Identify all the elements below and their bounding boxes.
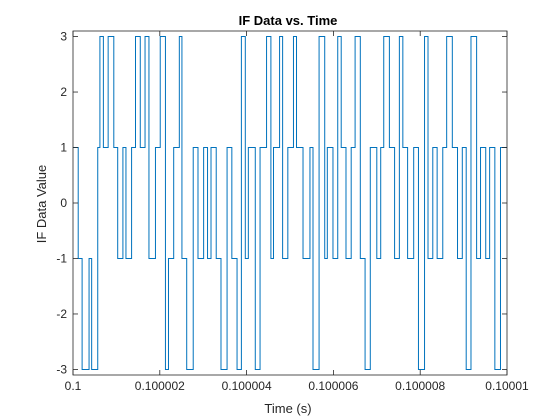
y-tick-label: 3 — [60, 30, 67, 44]
x-tick-label: 0.1 — [65, 379, 82, 393]
x-tick-label: 0.100006 — [308, 379, 358, 393]
y-tick-label: -3 — [56, 362, 67, 376]
y-tick-label: -2 — [56, 307, 67, 321]
y-axis-label: IF Data Value — [34, 165, 49, 244]
y-tick-label: -1 — [56, 251, 67, 265]
x-tick-label: 0.100008 — [395, 379, 445, 393]
chart-title: IF Data vs. Time — [239, 13, 338, 28]
axes-box — [72, 30, 508, 376]
y-tick-label: 2 — [60, 85, 67, 99]
x-tick-label: 0.100004 — [222, 379, 272, 393]
plot-area — [73, 36, 507, 370]
series-line-0 — [73, 36, 507, 370]
x-axis-label: Time (s) — [264, 401, 311, 416]
y-tick-label: 0 — [60, 196, 67, 210]
y-tick-label: 1 — [60, 141, 67, 155]
x-tick-label: 0.100002 — [135, 379, 185, 393]
x-tick-label: 0.10001 — [485, 379, 529, 393]
axes: 0.1 0.100002 0.100004 0.100006 0.100008 0.100… — [56, 30, 529, 393]
